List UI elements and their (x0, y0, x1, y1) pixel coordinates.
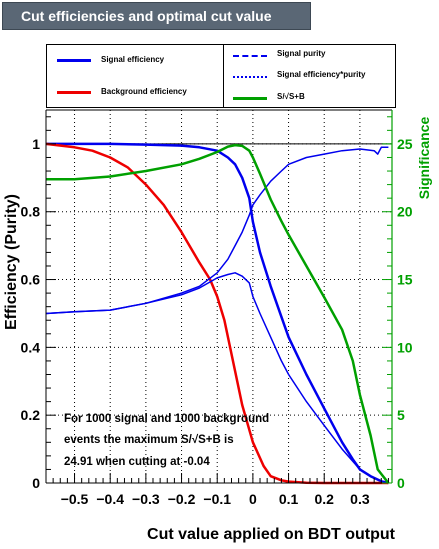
y-axis-label: Efficiency (Purity) (3, 194, 20, 330)
x-tick-label-0: −0.5 (61, 491, 89, 507)
legend: Signal efficiency Background efficiency … (46, 44, 396, 108)
y2-tick-label-3: 15 (397, 272, 413, 288)
series-significance (46, 143, 390, 484)
legend-label-background-efficiency: Background efficiency (101, 87, 187, 96)
annotation-line-3: 24.91 when cutting at -0.04 (64, 456, 210, 468)
y2-tick-label-2: 10 (397, 339, 413, 355)
x-tick-label-8: 0.3 (350, 491, 370, 507)
y2-tick-label-1: 5 (397, 407, 405, 423)
legend-swatch-background-efficiency (57, 91, 91, 94)
x-tick-label-5: 0 (249, 491, 257, 507)
x-tick-label-1: −0.4 (96, 491, 124, 507)
legend-label-signal-purity: Signal purity (277, 49, 326, 58)
grid (46, 110, 392, 484)
legend-swatch-signal-eff-purity (233, 76, 267, 78)
y2-tick-label-4: 20 (397, 204, 413, 220)
x-tick-label-7: 0.2 (314, 491, 334, 507)
legend-swatch-signal-purity (233, 55, 267, 57)
y-tick-label-4: 0.8 (21, 204, 41, 220)
series-signal-eff-purity (45, 272, 389, 484)
x-tick-label-6: 0.1 (279, 491, 299, 507)
annotation-line-1: For 1000 signal and 1000 background (64, 413, 269, 425)
legend-label-significance: S/√S+B (277, 92, 305, 101)
chart-title: Cut efficiencies and optimal cut value (2, 2, 311, 30)
y-tick-label-0: 0 (32, 475, 40, 491)
y-tick-label-2: 0.4 (21, 339, 41, 355)
series-signal-efficiency (46, 142, 389, 485)
axes (45, 109, 393, 484)
x-axis-label: Cut value applied on BDT output (147, 526, 396, 543)
series-signal-purity (45, 146, 389, 315)
tick-labels: −0.5 −0.4 −0.3 −0.2 −0.1 0 0.1 0.2 0.3 0 0.2 0.4 0.6… (21, 136, 413, 507)
annotation-line-2: events the maximum S/√S+B is (64, 433, 234, 446)
legend-swatch-signal-efficiency (57, 59, 91, 62)
x-tick-label-3: −0.2 (168, 491, 196, 507)
y2-axis-label: Significance (416, 117, 432, 200)
series-layer (45, 142, 392, 485)
y-tick-label-1: 0.2 (21, 407, 41, 423)
x-tick-label-4: −0.1 (203, 491, 231, 507)
legend-label-signal-eff-purity: Signal efficiency*purity (277, 70, 366, 79)
y-tick-label-5: 1 (32, 136, 40, 152)
series-background-efficiency (45, 142, 389, 485)
legend-divider (223, 45, 224, 108)
y-tick-label-3: 0.6 (21, 272, 41, 288)
x-tick-label-2: −0.3 (132, 491, 160, 507)
legend-label-signal-efficiency: Signal efficiency (101, 55, 165, 64)
legend-swatch-significance (233, 97, 267, 100)
y2-tick-label-0: 0 (397, 475, 405, 491)
y2-tick-label-5: 25 (397, 136, 413, 152)
